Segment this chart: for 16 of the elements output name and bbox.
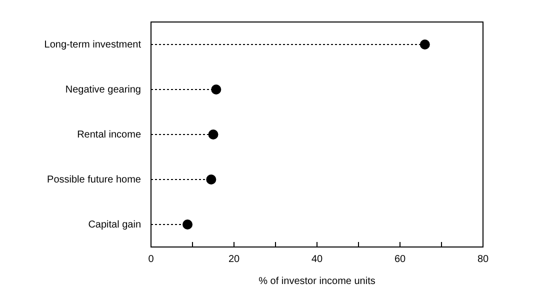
point (420, 40, 430, 50)
point (208, 130, 218, 140)
x-axis-title: % of investor income units (258, 276, 376, 287)
point (206, 174, 216, 184)
x-tick-label: 80 (477, 254, 489, 265)
y-tick-label: Long-term investment (44, 39, 142, 50)
x-tick-label: 60 (394, 254, 406, 265)
point (211, 84, 222, 94)
y-tick-label: Capital gain (88, 219, 141, 230)
point (182, 220, 193, 230)
x-tick-label: 20 (228, 254, 240, 265)
y-tick-label: Rental income (77, 129, 142, 140)
x-tick-label: 0 (148, 254, 154, 265)
x-tick-label: 40 (311, 254, 323, 265)
y-tick-label: Negative gearing (65, 84, 141, 96)
y-tick-label: Possible future home (47, 174, 142, 186)
